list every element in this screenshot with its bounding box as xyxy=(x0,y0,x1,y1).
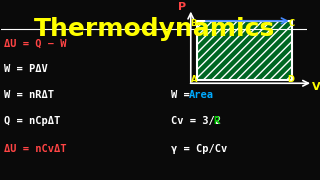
Text: Cv = 3/2: Cv = 3/2 xyxy=(171,116,227,126)
Text: D: D xyxy=(288,75,295,84)
Text: γ = Cp/Cv: γ = Cp/Cv xyxy=(171,144,227,154)
Text: Thermodynamics: Thermodynamics xyxy=(34,17,275,41)
Text: W =: W = xyxy=(171,90,196,100)
Text: W = nRΔT: W = nRΔT xyxy=(4,90,54,100)
Text: A: A xyxy=(191,75,197,84)
Text: R: R xyxy=(214,116,220,126)
Text: V: V xyxy=(312,82,320,92)
Text: W = PΔV: W = PΔV xyxy=(4,64,48,74)
Text: ΔU = Q − W: ΔU = Q − W xyxy=(4,38,67,48)
Text: P: P xyxy=(178,3,186,12)
Text: ΔU = nCvΔT: ΔU = nCvΔT xyxy=(4,144,67,154)
Text: B: B xyxy=(191,19,197,28)
FancyBboxPatch shape xyxy=(197,21,292,80)
Text: Area: Area xyxy=(189,90,214,100)
Text: Q = nCpΔT: Q = nCpΔT xyxy=(4,116,61,126)
Text: C: C xyxy=(289,19,295,28)
